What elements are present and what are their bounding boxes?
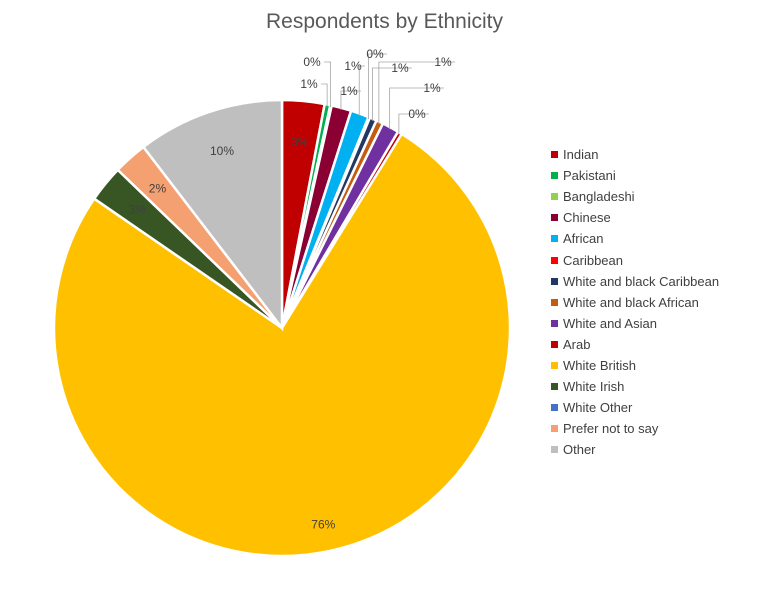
data-label-prefer-not-to-say: 2% <box>149 182 167 196</box>
data-label-bangladeshi: 0% <box>303 55 321 69</box>
leader-line-bangladeshi <box>324 61 332 108</box>
legend-item-bangladeshi: Bangladeshi <box>551 186 719 207</box>
legend-item-chinese: Chinese <box>551 207 719 228</box>
legend-label: White Irish <box>563 379 625 395</box>
legend-item-white-british: White British <box>551 355 719 376</box>
leader-line-chinese <box>340 90 361 110</box>
legend-swatch <box>551 277 558 285</box>
legend-swatch <box>551 340 558 348</box>
legend-swatch <box>551 193 558 201</box>
data-label-pakistani: 1% <box>300 77 318 91</box>
legend-label: White and Asian <box>563 315 657 331</box>
legend-swatch <box>551 172 558 180</box>
leader-line-white-and-black-african <box>378 61 455 124</box>
legend-item-african: African <box>551 228 719 249</box>
leader-line-african <box>358 65 365 116</box>
legend-item-prefer-not-to-say: Prefer not to say <box>551 418 719 439</box>
legend-item-arab: Arab <box>551 334 719 355</box>
legend-label: Chinese <box>563 210 611 226</box>
legend-item-white-and-black-african: White and black African <box>551 292 719 313</box>
data-label-caribbean: 0% <box>366 47 384 61</box>
data-label-white-and-asian: 1% <box>423 81 441 95</box>
legend-label: White British <box>563 357 636 373</box>
legend-swatch <box>551 404 558 412</box>
data-label-chinese: 1% <box>340 84 358 98</box>
data-label-white-and-black-caribbean: 1% <box>391 61 409 75</box>
legend-label: African <box>563 231 604 247</box>
leader-line-caribbean <box>368 53 387 120</box>
legend-item-white-other: White Other <box>551 397 719 418</box>
legend-label: Caribbean <box>563 252 623 268</box>
legend-swatch <box>551 319 558 327</box>
data-label-white-and-black-african: 1% <box>434 55 452 69</box>
legend-swatch <box>551 446 558 454</box>
data-label-other: 10% <box>210 144 234 158</box>
legend-label: Arab <box>563 336 591 352</box>
legend-item-pakistani: Pakistani <box>551 165 719 186</box>
legend-swatch <box>551 383 558 391</box>
legend-item-white-irish: White Irish <box>551 376 719 397</box>
legend-label: Indian <box>563 147 599 163</box>
chart-title: Respondents by Ethnicity <box>266 10 503 33</box>
legend-item-other: Other <box>551 439 719 460</box>
legend-swatch <box>551 425 558 433</box>
legend-label: White and black Caribbean <box>563 273 720 289</box>
data-label-african: 1% <box>344 59 362 73</box>
data-label-indian: 3% <box>291 135 309 149</box>
leader-line-white-and-asian <box>389 87 444 130</box>
legend-swatch <box>551 361 558 369</box>
chart-legend: Indian Pakistani Bangladeshi Chinese African… <box>551 144 719 460</box>
leader-line-arab <box>398 113 429 135</box>
pie-slice-white-british <box>52 132 512 558</box>
data-label-white-irish: 3% <box>129 203 147 217</box>
leader-line-pakistani <box>321 83 328 107</box>
legend-label: Prefer not to say <box>563 421 659 437</box>
data-label-white-british: 76% <box>311 517 335 531</box>
legend-label: Pakistani <box>563 168 616 184</box>
legend-label: Other <box>563 442 596 458</box>
legend-item-indian: Indian <box>551 144 719 165</box>
legend-swatch <box>551 151 558 159</box>
legend-item-white-and-asian: White and Asian <box>551 313 719 334</box>
legend-swatch <box>551 256 558 264</box>
legend-label: White and black African <box>563 294 699 310</box>
legend-swatch <box>551 214 558 222</box>
legend-label: White Other <box>563 400 633 416</box>
legend-swatch <box>551 298 558 306</box>
legend-item-caribbean: Caribbean <box>551 249 719 270</box>
leader-line-white-and-black-caribbean <box>372 67 412 121</box>
legend-label: Bangladeshi <box>563 189 635 205</box>
data-label-arab: 0% <box>408 107 426 121</box>
legend-swatch <box>551 235 558 243</box>
pie-slice-other <box>141 98 284 332</box>
legend-item-white-and-black-caribbean: White and black Caribbean <box>551 271 719 292</box>
